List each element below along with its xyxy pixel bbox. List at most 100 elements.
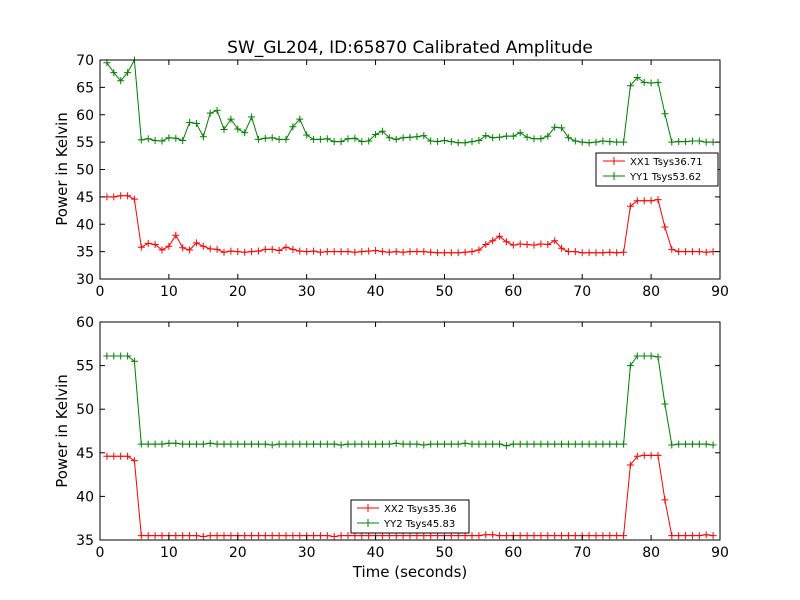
data-point-marker bbox=[234, 440, 242, 448]
data-point-marker bbox=[454, 440, 462, 448]
data-point-marker bbox=[489, 237, 497, 245]
data-point-marker bbox=[420, 441, 428, 449]
data-point-marker bbox=[626, 202, 634, 210]
data-point-marker bbox=[117, 352, 125, 360]
data-point-marker bbox=[316, 532, 324, 540]
data-point-marker bbox=[461, 439, 469, 447]
data-point-marker bbox=[137, 136, 145, 144]
data-point-marker bbox=[261, 440, 269, 448]
data-point-marker bbox=[282, 135, 290, 143]
data-point-marker bbox=[551, 123, 559, 131]
data-point-marker bbox=[241, 129, 249, 137]
data-point-marker bbox=[564, 248, 572, 256]
data-point-marker bbox=[165, 242, 173, 250]
data-point-marker bbox=[234, 248, 242, 256]
data-point-marker bbox=[344, 532, 352, 540]
data-point-marker bbox=[406, 133, 414, 141]
data-point-marker bbox=[661, 223, 669, 231]
x-tick-label: 40 bbox=[367, 545, 385, 561]
data-point-marker bbox=[640, 451, 648, 459]
data-point-marker bbox=[688, 248, 696, 256]
x-tick-label: 60 bbox=[504, 284, 522, 300]
y-tick-label: 50 bbox=[76, 402, 94, 418]
data-point-marker bbox=[675, 440, 683, 448]
data-point-marker bbox=[709, 441, 717, 449]
data-point-marker bbox=[316, 440, 324, 448]
data-point-marker bbox=[399, 440, 407, 448]
data-point-marker bbox=[675, 138, 683, 146]
data-point-marker bbox=[606, 138, 614, 146]
data-point-marker bbox=[172, 439, 180, 447]
data-point-marker bbox=[144, 440, 152, 448]
data-point-marker bbox=[447, 249, 455, 257]
data-point-marker bbox=[151, 440, 159, 448]
data-point-marker bbox=[496, 440, 504, 448]
data-point-marker bbox=[454, 139, 462, 147]
data-point-marker bbox=[468, 138, 476, 146]
top-legend-label-xx1: XX1 Tsys36.71 bbox=[630, 157, 703, 168]
data-point-marker bbox=[337, 248, 345, 256]
data-point-marker bbox=[378, 127, 386, 135]
data-point-marker bbox=[303, 440, 311, 448]
data-point-marker bbox=[296, 247, 304, 255]
x-tick-label: 30 bbox=[298, 545, 316, 561]
data-point-marker bbox=[592, 249, 600, 257]
data-point-marker bbox=[661, 496, 669, 504]
data-point-marker bbox=[344, 440, 352, 448]
data-point-marker bbox=[502, 442, 510, 450]
data-point-marker bbox=[206, 109, 214, 117]
x-tick-label: 50 bbox=[436, 284, 454, 300]
data-point-marker bbox=[592, 440, 600, 448]
x-tick-label: 20 bbox=[229, 545, 247, 561]
data-point-marker bbox=[551, 237, 559, 245]
data-point-marker bbox=[606, 532, 614, 540]
data-point-marker bbox=[695, 532, 703, 540]
x-tick-label: 10 bbox=[160, 284, 178, 300]
data-point-marker bbox=[509, 241, 517, 249]
data-point-marker bbox=[248, 248, 256, 256]
data-point-marker bbox=[640, 197, 648, 205]
data-point-marker bbox=[564, 440, 572, 448]
data-point-marker bbox=[110, 69, 118, 77]
data-point-marker bbox=[434, 138, 442, 146]
data-point-marker bbox=[124, 452, 132, 460]
data-point-marker bbox=[420, 248, 428, 256]
y-tick-label: 30 bbox=[76, 272, 94, 288]
data-point-marker bbox=[516, 129, 524, 137]
data-point-marker bbox=[337, 441, 345, 449]
data-point-marker bbox=[564, 532, 572, 540]
data-point-marker bbox=[372, 131, 380, 138]
data-point-marker bbox=[489, 134, 497, 142]
data-point-marker bbox=[172, 532, 180, 540]
data-point-marker bbox=[289, 245, 297, 253]
data-point-marker bbox=[117, 192, 125, 200]
data-point-marker bbox=[633, 452, 641, 460]
data-point-marker bbox=[179, 137, 187, 144]
y-tick-label: 70 bbox=[76, 53, 94, 69]
y-tick-label: 45 bbox=[76, 446, 94, 462]
data-point-marker bbox=[103, 452, 111, 460]
data-point-marker bbox=[303, 248, 311, 256]
data-point-marker bbox=[110, 452, 118, 460]
data-point-marker bbox=[551, 532, 559, 540]
top-plot-legend: XX1 Tsys36.71 YY1 Tsys53.62 bbox=[595, 152, 719, 187]
data-point-marker bbox=[688, 532, 696, 540]
data-point-marker bbox=[261, 134, 269, 142]
data-point-marker bbox=[647, 197, 655, 205]
data-point-marker bbox=[227, 440, 235, 448]
data-point-marker bbox=[296, 115, 304, 123]
data-point-marker bbox=[144, 532, 152, 540]
data-point-marker bbox=[220, 440, 228, 448]
data-point-marker bbox=[124, 352, 132, 360]
data-point-marker bbox=[172, 231, 180, 239]
data-point-marker bbox=[310, 135, 318, 143]
data-point-marker bbox=[537, 532, 545, 540]
data-point-marker bbox=[330, 533, 338, 540]
data-point-marker bbox=[468, 248, 476, 256]
data-point-marker bbox=[647, 451, 655, 459]
bottom-plot-legend: XX2 Tsys35.36 YY2 Tsys45.83 bbox=[350, 499, 470, 534]
data-point-marker bbox=[502, 238, 510, 246]
x-tick-label: 10 bbox=[160, 545, 178, 561]
data-point-marker bbox=[620, 532, 628, 540]
data-point-marker bbox=[199, 440, 207, 448]
